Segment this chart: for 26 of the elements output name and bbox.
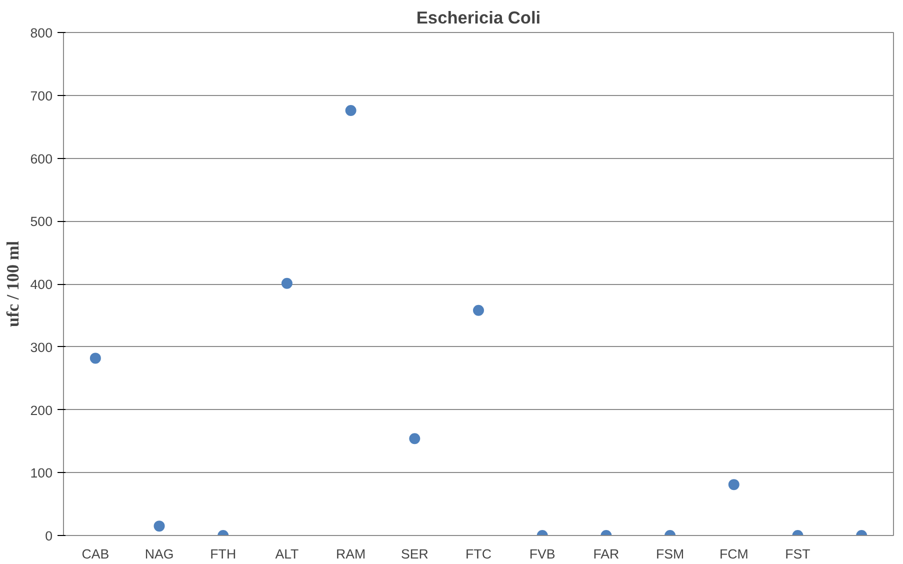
y-tick-label: 100 — [30, 466, 53, 481]
x-tick-label: SER — [400, 546, 428, 562]
y-tick-label: 500 — [30, 214, 53, 230]
x-tick-label: FAR — [593, 546, 620, 562]
x-tick-label: FCM — [719, 546, 748, 562]
x-tick-label: ALT — [275, 546, 299, 562]
y-tick-label: 200 — [30, 402, 53, 418]
y-axis-title: ufc / 100 ml — [3, 240, 22, 328]
y-tick-label: 0 — [45, 528, 53, 544]
x-tick-label: RAM — [336, 546, 366, 562]
point — [281, 278, 292, 289]
point — [473, 304, 484, 316]
y-tick-label: 300 — [30, 340, 53, 355]
y-tick-label: 700 — [30, 88, 53, 104]
y-tick-label: 600 — [30, 151, 53, 166]
x-tick-label: CAB — [82, 546, 110, 562]
point — [90, 352, 101, 364]
x-tick-label: NAG — [144, 546, 174, 562]
y-tick-label: 400 — [30, 277, 53, 292]
chart-title: Eschericia Coli — [416, 8, 541, 28]
x-tick-label: FTH — [210, 546, 236, 562]
x-tick-label: FSM — [656, 546, 684, 562]
x-tick-label: FVB — [529, 546, 556, 562]
x-tick-label: FTC — [466, 546, 492, 562]
y-tick-label: 800 — [30, 26, 53, 40]
x-tick-label: FST — [785, 546, 810, 562]
